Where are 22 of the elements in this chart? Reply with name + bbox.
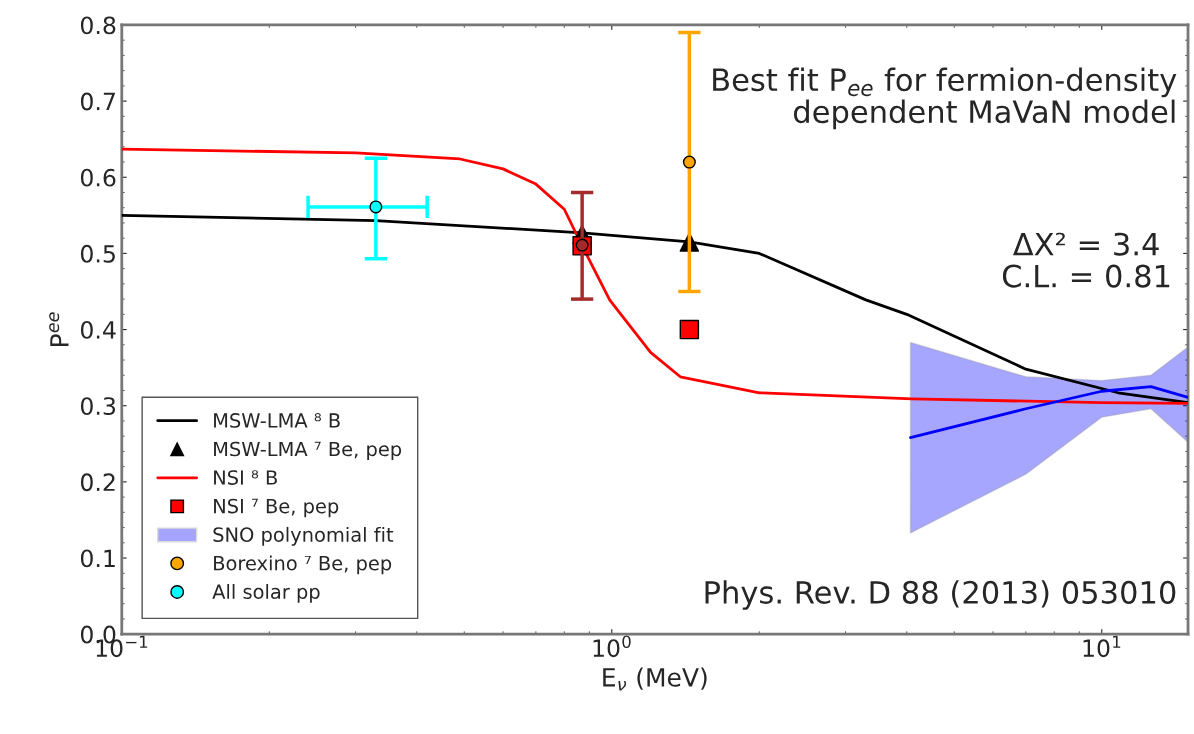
annotation: Best fit P$_{ee}$ for fermion-density dependent MaVaN model [713, 67, 1177, 130]
y-tick-label: 0.2 [80, 473, 115, 492]
x-tick-label: 10$^{1}$ [1083, 635, 1121, 658]
legend-label: MSW-LMA ⁷ Be, pep [214, 441, 402, 461]
y-tick-label: 0.6 [80, 168, 116, 187]
x-tick-label: 10$^{0}$ [593, 635, 631, 658]
y-tick-label: 0.5 [80, 244, 115, 263]
y-tick-label: 0.1 [80, 549, 115, 568]
y-tick-label: 0.4 [80, 321, 116, 339]
y-tick-label: 0.3 [80, 397, 116, 416]
y-tick-label: 0.7 [80, 92, 115, 111]
legend-label: NSI ⁸ B [214, 470, 277, 485]
x-axis-title: E$_{ν}$ (MeV) [603, 667, 707, 691]
y-axis-title: P$^{ee}$ [49, 312, 69, 346]
y-tick-label: 0.8 [80, 16, 116, 35]
annotation: Phys. Rev. D 88 (2013) 053010 [705, 580, 1176, 610]
legend-label: All solar pp [212, 583, 320, 603]
legend-label: MSW-LMA ⁸ B [214, 413, 340, 428]
legend-label: Borexino ⁷ Be, pep [214, 555, 392, 575]
legend-label: SNO polynomial fit [213, 526, 394, 546]
annotation: ΔΧ² = 3.4 C.L. = 0.81 [1002, 232, 1170, 288]
legend-label: NSI ⁷ Be, pep [214, 498, 339, 518]
